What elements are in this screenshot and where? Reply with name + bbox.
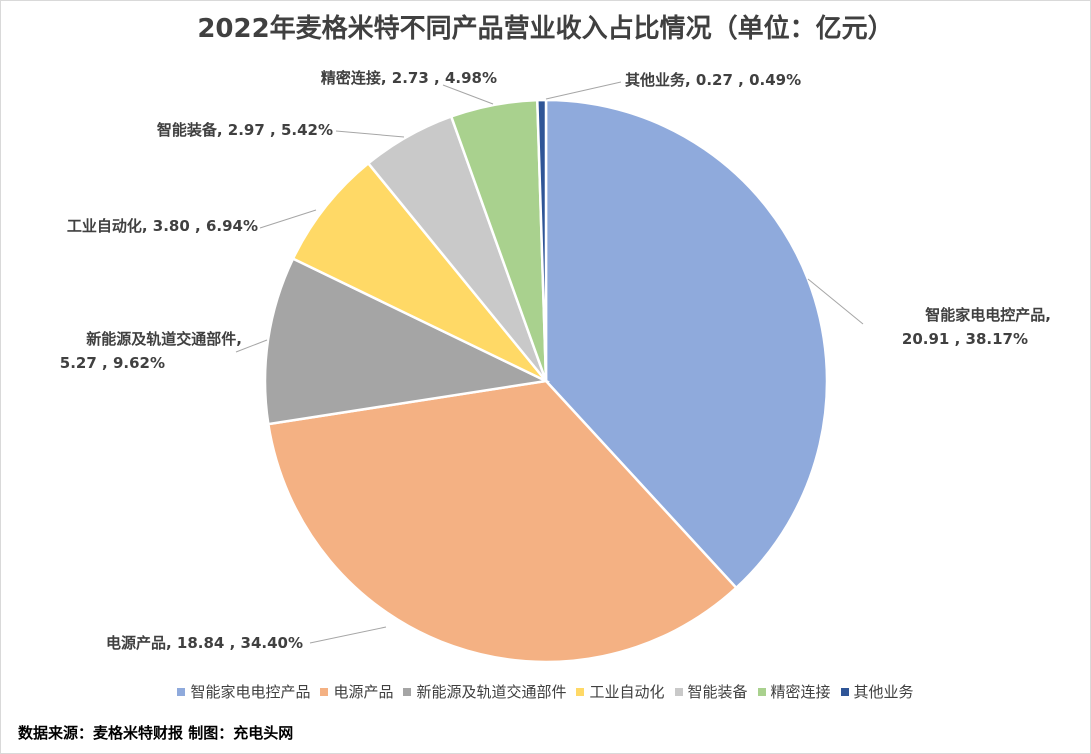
data-label: 新能源及轨道交通部件, bbox=[86, 330, 242, 348]
legend-swatch bbox=[320, 687, 329, 696]
leader-line bbox=[442, 84, 494, 105]
pie-slice bbox=[291, 161, 547, 383]
pie-slice bbox=[266, 379, 739, 664]
data-label: 智能家电电控产品, bbox=[925, 306, 1051, 324]
pie-slice bbox=[536, 98, 548, 382]
legend-label: 智能家电电控产品 bbox=[190, 683, 311, 701]
legend-swatch bbox=[840, 687, 849, 696]
data-label: 工业自动化, 3.80 , 6.94% bbox=[67, 217, 258, 235]
legend-item: 工业自动化 bbox=[576, 681, 665, 702]
source-note: 数据来源：麦格米特财报 制图：充电头网 bbox=[18, 724, 294, 742]
legend-item: 智能装备 bbox=[674, 681, 748, 702]
legend-label: 新能源及轨道交通部件 bbox=[416, 683, 567, 701]
data-label: 其他业务, 0.27 , 0.49% bbox=[625, 71, 801, 89]
data-label: 20.91 , 38.17% bbox=[902, 330, 1028, 348]
legend-label: 智能装备 bbox=[687, 683, 748, 701]
data-label: 精密连接, 2.73 , 4.98% bbox=[321, 69, 497, 87]
legend-swatch bbox=[177, 687, 186, 696]
legend-swatch bbox=[674, 687, 683, 696]
legend-item: 智能家电电控产品 bbox=[177, 681, 310, 702]
legend-label: 工业自动化 bbox=[589, 683, 665, 701]
chart-title: 2022年麦格米特不同产品营业收入占比情况（单位：亿元） bbox=[197, 14, 894, 44]
leader-line bbox=[545, 81, 622, 100]
legend-label: 电源产品 bbox=[333, 683, 394, 701]
legend-item: 精密连接 bbox=[757, 681, 831, 702]
leader-line bbox=[309, 626, 387, 644]
legend: 智能家电电控产品 电源产品 新能源及轨道交通部件 工业自动化 智能装备 精密连接 其他业务 bbox=[0, 681, 1091, 702]
leader-line bbox=[807, 278, 864, 325]
legend-item: 其他业务 bbox=[840, 681, 914, 702]
legend-label: 精密连接 bbox=[770, 683, 831, 701]
pie-slice bbox=[544, 98, 829, 590]
data-label: 智能装备, 2.97 , 5.42% bbox=[157, 121, 333, 139]
data-label: 电源产品, 18.84 , 34.40% bbox=[106, 634, 303, 652]
leader-line bbox=[235, 339, 268, 353]
pie-slice bbox=[263, 257, 551, 426]
legend-swatch bbox=[576, 687, 585, 696]
leader-line bbox=[259, 209, 317, 229]
data-label: 5.27 , 9.62% bbox=[60, 354, 165, 372]
legend-swatch bbox=[403, 687, 412, 696]
legend-item: 电源产品 bbox=[320, 681, 393, 702]
leader-line bbox=[335, 130, 405, 138]
legend-label: 其他业务 bbox=[853, 683, 914, 701]
legend-swatch bbox=[757, 687, 766, 696]
legend-item: 新能源及轨道交通部件 bbox=[403, 681, 566, 702]
